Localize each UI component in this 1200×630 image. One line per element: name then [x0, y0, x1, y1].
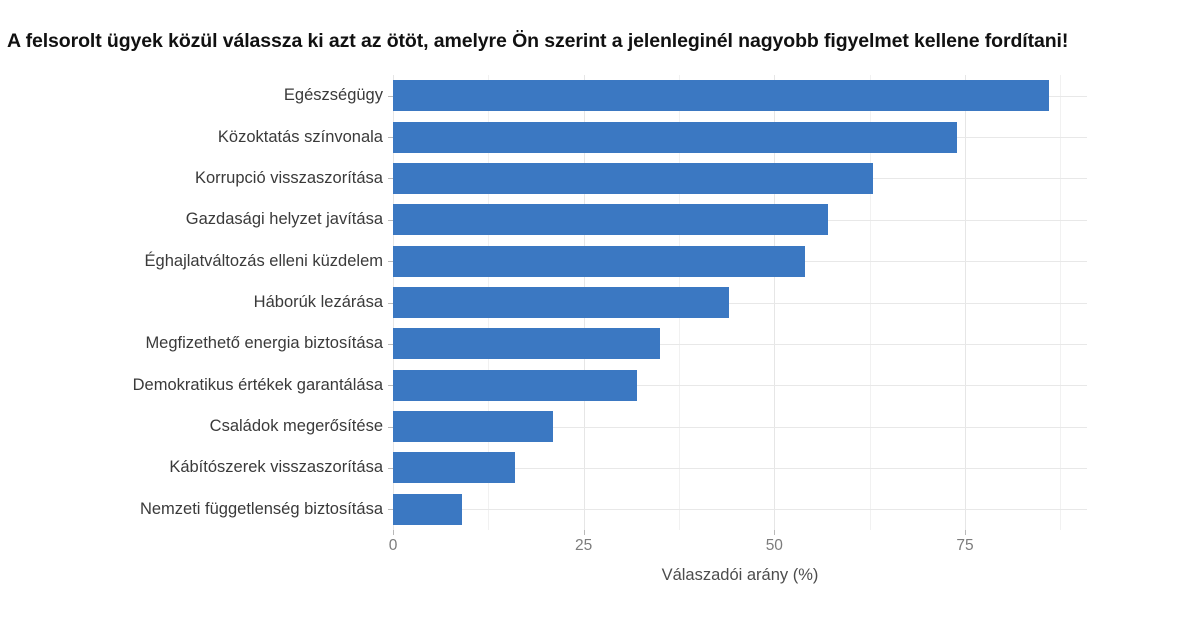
bar: [393, 493, 462, 525]
y-tick-mark: [388, 426, 393, 428]
bar: [393, 121, 958, 153]
category-gridline: [393, 509, 1087, 511]
x-axis-label: Válaszadói arány (%): [661, 566, 819, 584]
x-tick-label: 50: [765, 537, 783, 554]
x-tick-mark: [964, 530, 966, 535]
y-tick-mark: [388, 509, 393, 511]
bar: [393, 328, 660, 360]
y-tick-mark: [388, 302, 393, 304]
x-tick-label: 25: [575, 537, 593, 554]
category-label: Háborúk lezárása: [253, 292, 383, 311]
bar: [393, 411, 554, 443]
bar: [393, 369, 638, 401]
category-gridline: [393, 302, 1087, 304]
bar: [393, 162, 874, 194]
y-tick-mark: [388, 137, 393, 139]
category-label: Demokratikus értékek garantálása: [132, 375, 383, 394]
x-tick-label: 0: [388, 537, 398, 554]
bar: [393, 287, 729, 318]
bar: [393, 452, 516, 484]
x-tick-mark: [774, 530, 776, 535]
y-tick-mark: [388, 261, 393, 263]
category-gridline: [393, 385, 1087, 387]
x-tick-mark: [583, 530, 585, 535]
category-label: Éghajlatváltozás elleni küzdelem: [144, 251, 383, 270]
category-label: Egészségügy: [283, 86, 383, 105]
category-gridline: [393, 467, 1087, 469]
category-label: Közoktatás színvonala: [217, 127, 383, 146]
category-label: Kábítószerek visszaszorítása: [169, 458, 383, 477]
y-tick-mark: [388, 178, 393, 180]
category-gridline: [393, 343, 1087, 345]
y-tick-mark: [388, 95, 393, 97]
category-label: Nemzeti függetlenség biztosítása: [139, 499, 383, 518]
chart-title: A felsorolt ügyek közül válassza ki azt …: [7, 30, 1069, 52]
bar: [393, 204, 828, 236]
y-tick-mark: [388, 219, 393, 221]
category-gridline: [393, 426, 1087, 428]
category-label: Gazdasági helyzet javítása: [185, 210, 383, 229]
y-axis-category-labels: Egészségügy Közoktatás színvonala Korrupci…: [0, 75, 383, 530]
bar: [393, 245, 805, 277]
plot-panel: [393, 75, 1087, 530]
category-label: Megfizethető energia biztosítása: [145, 334, 383, 353]
category-label: Korrupció visszaszorítása: [195, 168, 383, 187]
y-tick-mark: [388, 467, 393, 469]
category-label: Családok megerősítése: [209, 417, 383, 436]
y-tick-mark: [388, 385, 393, 387]
x-tick-mark: [393, 530, 394, 535]
y-tick-mark: [388, 343, 393, 345]
x-tick-label: 75: [956, 537, 974, 554]
bar: [393, 80, 1049, 112]
